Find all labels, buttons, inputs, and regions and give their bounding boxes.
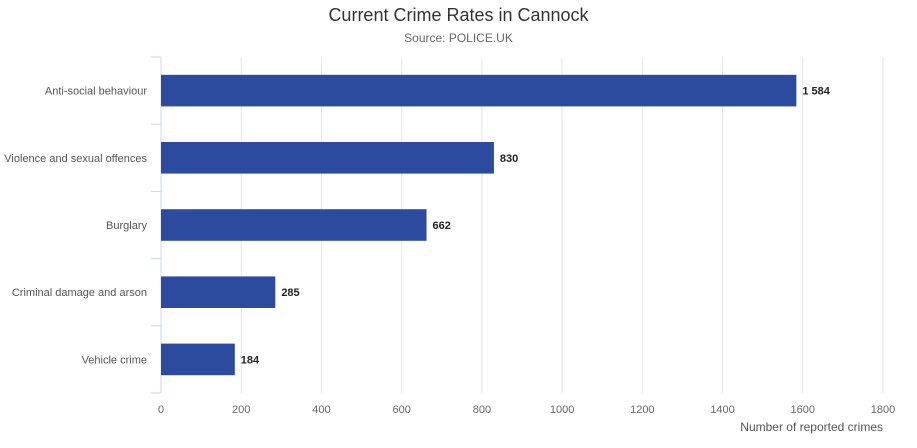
x-tick-label: 1400 xyxy=(710,404,734,416)
data-label: 285 xyxy=(281,287,299,299)
category-label: Burglary xyxy=(106,220,147,232)
bar xyxy=(161,142,494,174)
x-tick-label: 600 xyxy=(392,404,410,416)
category-label: Anti-social behaviour xyxy=(45,86,147,98)
x-tick-label: 1600 xyxy=(791,404,815,416)
category-label: Vehicle crime xyxy=(82,354,147,366)
chart-subtitle: Source: POLICE.UK xyxy=(404,31,513,45)
category-label: Violence and sexual offences xyxy=(4,153,147,165)
data-label: 184 xyxy=(241,354,260,366)
x-tick-label: 1000 xyxy=(550,404,574,416)
x-tick-label: 200 xyxy=(232,404,250,416)
x-tick-label: 1800 xyxy=(871,404,895,416)
data-label: 1 584 xyxy=(802,86,830,98)
x-tick-label: 400 xyxy=(312,404,330,416)
category-label: Criminal damage and arson xyxy=(12,287,147,299)
x-tick-label: 0 xyxy=(158,404,164,416)
bar xyxy=(161,276,276,308)
chart-title: Current Crime Rates in Cannock xyxy=(328,5,589,25)
x-tick-label: 1200 xyxy=(630,404,654,416)
bar xyxy=(161,343,235,376)
data-label: 830 xyxy=(500,153,518,165)
x-tick-label: 800 xyxy=(473,404,491,416)
data-label: 662 xyxy=(433,220,451,232)
bars xyxy=(161,74,797,376)
bar xyxy=(161,74,797,107)
bar xyxy=(161,209,427,241)
gridlines xyxy=(240,57,884,393)
x-axis-title: Number of reported crimes xyxy=(740,420,883,434)
labels: 0 200 400 600 800 1000 1200 1400 1600 1800 Anti-so… xyxy=(4,86,895,416)
axes xyxy=(151,56,162,394)
